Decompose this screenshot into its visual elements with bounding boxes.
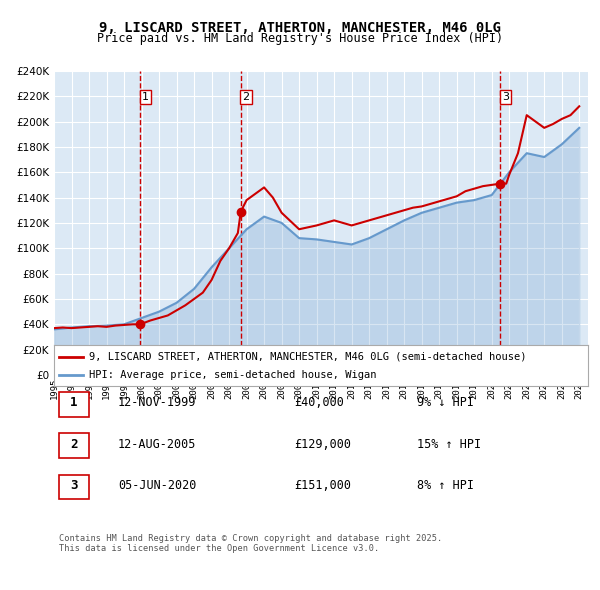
Text: 15% ↑ HPI: 15% ↑ HPI (417, 438, 481, 451)
Text: 9% ↓ HPI: 9% ↓ HPI (417, 396, 474, 409)
Text: 12-NOV-1999: 12-NOV-1999 (118, 396, 196, 409)
FancyBboxPatch shape (59, 433, 89, 458)
Text: £40,000: £40,000 (295, 396, 344, 409)
Text: 2: 2 (70, 438, 77, 451)
Text: £129,000: £129,000 (295, 438, 352, 451)
Text: 9, LISCARD STREET, ATHERTON, MANCHESTER, M46 0LG: 9, LISCARD STREET, ATHERTON, MANCHESTER,… (99, 21, 501, 35)
Text: 8% ↑ HPI: 8% ↑ HPI (417, 479, 474, 492)
Text: 9, LISCARD STREET, ATHERTON, MANCHESTER, M46 0LG (semi-detached house): 9, LISCARD STREET, ATHERTON, MANCHESTER,… (89, 352, 526, 362)
Text: 3: 3 (70, 479, 77, 492)
Text: 1: 1 (70, 396, 77, 409)
Text: 3: 3 (502, 92, 509, 102)
Text: 12-AUG-2005: 12-AUG-2005 (118, 438, 196, 451)
Text: Contains HM Land Registry data © Crown copyright and database right 2025.
This d: Contains HM Land Registry data © Crown c… (59, 534, 443, 553)
FancyBboxPatch shape (59, 474, 89, 500)
Text: HPI: Average price, semi-detached house, Wigan: HPI: Average price, semi-detached house,… (89, 370, 376, 380)
Text: 05-JUN-2020: 05-JUN-2020 (118, 479, 196, 492)
Text: £151,000: £151,000 (295, 479, 352, 492)
FancyBboxPatch shape (59, 392, 89, 417)
Text: 1: 1 (142, 92, 149, 102)
Text: 2: 2 (242, 92, 250, 102)
Text: Price paid vs. HM Land Registry's House Price Index (HPI): Price paid vs. HM Land Registry's House … (97, 32, 503, 45)
